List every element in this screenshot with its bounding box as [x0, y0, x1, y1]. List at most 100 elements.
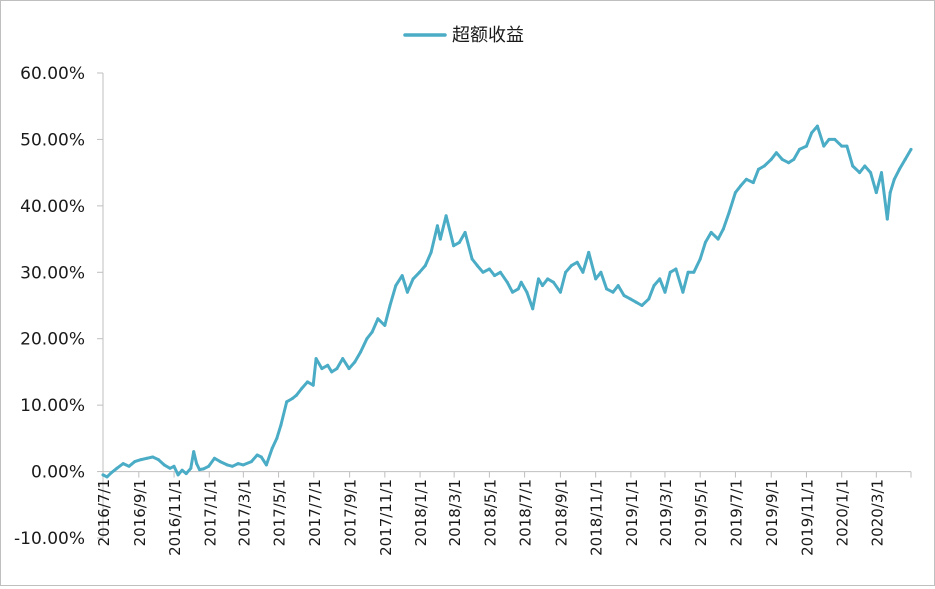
- data-point: [109, 471, 113, 475]
- data-point: [663, 290, 667, 294]
- data-point: [505, 280, 509, 284]
- data-point: [225, 463, 229, 467]
- data-point: [435, 224, 439, 228]
- data-point: [213, 456, 216, 460]
- data-point: [581, 270, 585, 274]
- data-point: [869, 171, 873, 175]
- data-point: [180, 468, 184, 472]
- data-point: [347, 367, 351, 371]
- x-tick-label: 2017/1/1: [201, 479, 219, 546]
- x-tick-label: 2017/11/1: [377, 479, 395, 556]
- x-tick-label: 2018/3/1: [446, 479, 464, 546]
- x-tick-label: 2016/9/1: [131, 479, 149, 546]
- data-point: [863, 164, 867, 168]
- data-point: [127, 464, 131, 468]
- data-point: [145, 456, 149, 460]
- data-point: [674, 267, 678, 271]
- data-point: [172, 464, 176, 468]
- y-tick-label: 30.00%: [20, 263, 85, 283]
- data-point: [493, 274, 497, 278]
- data-point: [787, 161, 791, 165]
- data-point: [903, 157, 907, 161]
- data-point: [133, 460, 137, 464]
- data-point: [885, 217, 889, 221]
- data-point: [255, 453, 259, 457]
- data-point: [115, 466, 119, 470]
- data-point: [716, 237, 720, 241]
- data-point: [652, 284, 656, 288]
- x-axis: 2016/7/1 2016/9/1 2016/11/1 2017/1/1 2017/3/…: [95, 471, 912, 556]
- data-point: [370, 330, 374, 334]
- legend: 超额收益: [403, 25, 524, 46]
- y-tick-label: 60.00%: [20, 64, 85, 84]
- data-point: [475, 264, 479, 268]
- data-point: [587, 250, 591, 254]
- data-point: [762, 164, 766, 168]
- data-point: [805, 144, 808, 148]
- data-point: [184, 472, 188, 476]
- data-point: [516, 287, 520, 291]
- data-point: [739, 184, 743, 188]
- x-tick-label: 2020/3/1: [868, 479, 886, 546]
- y-tick-label: 0.00%: [31, 463, 85, 483]
- data-point: [833, 137, 837, 141]
- series-line-excess-return: [101, 124, 913, 479]
- x-tick-label: 2017/9/1: [342, 479, 360, 546]
- data-point: [121, 462, 125, 466]
- data-point: [721, 227, 725, 231]
- data-point: [156, 458, 160, 462]
- data-point: [295, 393, 298, 397]
- y-tick-label: 40.00%: [20, 197, 85, 217]
- data-point: [519, 280, 523, 284]
- data-point: [611, 290, 615, 294]
- data-point: [198, 468, 201, 472]
- data-point: [388, 304, 392, 307]
- data-point: [438, 237, 442, 241]
- data-point: [709, 230, 713, 234]
- data-point: [487, 267, 491, 271]
- x-tick-label: 2018/1/1: [412, 479, 430, 546]
- x-tick-label: 2018/11/1: [588, 479, 606, 556]
- data-point: [400, 274, 404, 278]
- data-point: [810, 131, 814, 135]
- data-point: [429, 250, 433, 254]
- x-tick-label: 2017/7/1: [306, 479, 324, 546]
- data-point: [537, 277, 540, 281]
- data-point: [822, 144, 826, 148]
- data-point: [668, 270, 672, 274]
- data-point: [874, 191, 878, 195]
- data-point: [314, 357, 318, 361]
- data-point: [320, 367, 324, 371]
- data-point: [230, 464, 234, 468]
- data-point: [189, 466, 193, 470]
- data-point: [531, 307, 535, 311]
- data-point: [300, 387, 304, 390]
- data-point: [851, 164, 855, 168]
- data-point: [463, 230, 467, 234]
- x-tick-label: 2016/7/1: [95, 479, 113, 546]
- x-tick-label: 2019/5/1: [692, 479, 710, 546]
- data-point: [552, 280, 555, 284]
- data-point: [525, 290, 529, 294]
- x-tick-label: 2019/3/1: [657, 479, 675, 546]
- data-point: [376, 317, 380, 321]
- data-point: [311, 383, 315, 387]
- data-point: [628, 297, 632, 301]
- data-point: [394, 284, 398, 288]
- data-point: [594, 277, 598, 281]
- data-point: [326, 363, 330, 367]
- y-tick-label: 50.00%: [20, 130, 85, 150]
- data-point: [470, 257, 474, 261]
- data-point: [105, 475, 109, 479]
- data-point: [751, 181, 755, 185]
- y-tick-label: 20.00%: [20, 330, 85, 350]
- x-tick-label: 2016/11/1: [166, 479, 184, 556]
- data-point: [275, 436, 279, 440]
- data-point: [168, 466, 172, 470]
- data-point: [605, 287, 609, 291]
- data-point: [774, 151, 778, 155]
- data-point: [202, 467, 205, 471]
- y-axis: -10.00% 0.00% 10.00% 20.00% 30.00% 40.00% 50.0…: [14, 64, 104, 549]
- data-point: [290, 397, 294, 400]
